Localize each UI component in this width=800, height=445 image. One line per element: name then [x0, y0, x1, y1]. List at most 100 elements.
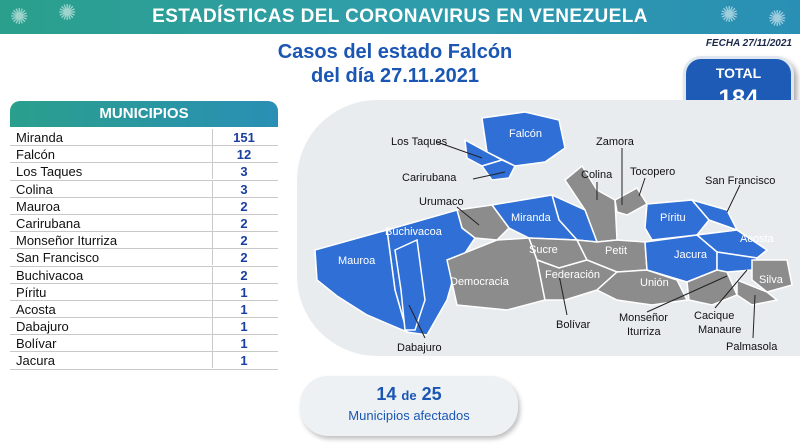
column-divider [212, 180, 213, 197]
municipio-cases: 1 [240, 353, 248, 369]
map-label-palmasola: Palmasola [726, 341, 778, 353]
subtitle-line-1: Casos del estado Falcón [277, 41, 513, 63]
municipios-header: MUNICIPIOS [10, 101, 278, 127]
column-divider [212, 266, 213, 283]
map-label-monsenor: Monseñor [619, 312, 668, 324]
map-label-mauroa: Mauroa [338, 255, 376, 267]
municipio-cases: 2 [240, 267, 248, 283]
map-label-silva: Silva [759, 274, 783, 286]
map-label-colina: Colina [581, 169, 613, 181]
municipio-name: Los Taques [16, 164, 83, 180]
map-region-monsenor-iturriza [716, 251, 759, 273]
column-divider [212, 197, 213, 214]
affected-municipios-badge: 14 de 25 Municipios afectados [300, 376, 518, 436]
map-region-palmasola [736, 278, 779, 306]
municipio-name: Mauroa [16, 198, 61, 214]
map-label-buchivacoa: Buchivacoa [385, 226, 442, 238]
total-label: TOTAL [715, 65, 762, 81]
table-row: Jacura 1 [10, 352, 278, 370]
subtitle-line-2: del día 27.11.2021 [311, 65, 479, 87]
leader-line [638, 177, 646, 197]
map-label-piritu: Píritu [660, 212, 686, 224]
municipio-name: Dabajuro [16, 319, 69, 335]
map-label-sucre: Sucre [529, 244, 558, 256]
municipio-name: San Francisco [16, 250, 100, 266]
table-row: Acosta 1 [10, 300, 278, 319]
municipio-name: Buchivacoa [16, 267, 84, 283]
leader-line [726, 184, 741, 213]
map-label-manaure: Manaure [698, 324, 742, 336]
table-row: Píritu 1 [10, 283, 278, 301]
map-label-federacion: Federación [545, 269, 601, 281]
table-row: Carirubana 2 [10, 214, 278, 233]
table-row: San Francisco 2 [10, 249, 278, 267]
municipio-cases: 1 [240, 319, 248, 335]
virus-icon: ✺ [58, 0, 77, 25]
leader-line [408, 304, 426, 339]
subtitle: Casos del estado Falcón del día 27.11.20… [230, 40, 560, 88]
map-label-cacique: Cacique [694, 310, 735, 322]
municipio-cases: 2 [240, 215, 248, 231]
leader-line [714, 269, 748, 309]
leader-line [558, 274, 568, 316]
virus-icon: ✺ [10, 4, 29, 29]
affected-label: Municipios afectados [348, 408, 470, 423]
column-divider [212, 163, 213, 180]
column-divider [212, 352, 213, 369]
map-label-tocopero: Tocopero [630, 166, 676, 178]
municipio-cases: 12 [236, 147, 252, 163]
column-divider [212, 214, 213, 231]
column-divider [212, 249, 213, 266]
table-row: Bolívar 1 [10, 335, 278, 353]
map-label-san-francisco: San Francisco [705, 175, 776, 187]
map-label-carirubana: Carirubana [402, 172, 457, 184]
virus-icon: ✺ [768, 6, 787, 31]
map-label-los-taques: Los Taques [391, 136, 448, 148]
map-label-democracia: Democracia [450, 276, 509, 288]
municipio-name: Monseñor Iturriza [16, 233, 118, 249]
map-region-mauroa [314, 229, 409, 334]
table-row: Miranda 151 [10, 129, 278, 147]
affected-count-value: 14 [376, 384, 397, 404]
leader-line [456, 206, 480, 226]
municipio-name: Carirubana [16, 215, 81, 231]
municipios-header-label: MUNICIPIOS [99, 105, 189, 122]
leader-line [436, 141, 483, 159]
affected-count-total: 25 [421, 384, 442, 404]
table-row: Buchivacoa 2 [10, 266, 278, 284]
map-label-miranda: Miranda [511, 212, 551, 224]
map-label-iturriza: Iturriza [627, 326, 661, 338]
column-divider [212, 232, 213, 249]
leader-line [752, 294, 756, 339]
page-title: ESTADÍSTICAS DEL CORONAVIRUS EN VENEZUEL… [152, 6, 648, 27]
column-divider [212, 283, 213, 300]
map-region-silva [751, 259, 793, 293]
municipio-cases: 1 [240, 301, 248, 317]
municipio-cases: 1 [240, 336, 248, 352]
municipio-name: Colina [16, 181, 53, 197]
table-row: Falcón 12 [10, 146, 278, 164]
map-label-urumaco: Urumaco [419, 196, 464, 208]
falcon-map [314, 111, 793, 339]
leader-line [646, 275, 728, 313]
map-label-falcon: Falcón [509, 128, 543, 140]
municipio-name: Miranda [16, 130, 63, 145]
column-divider [212, 129, 213, 145]
map-region-acosta [695, 229, 769, 259]
municipio-name: Jacura [16, 353, 56, 369]
map-label-jacura: Jacura [674, 249, 708, 261]
table-row: Mauroa 2 [10, 197, 278, 215]
affected-count-de: de [401, 388, 417, 403]
municipio-cases: 151 [233, 130, 255, 145]
municipio-cases: 2 [240, 198, 248, 214]
date-label: FECHA 27/11/2021 [705, 38, 792, 49]
table-row: Monseñor Iturriza 2 [10, 232, 278, 250]
map-label-bolivar: Bolívar [556, 319, 591, 331]
municipio-cases: 3 [240, 181, 248, 197]
municipio-name: Falcón [16, 147, 56, 163]
table-row: Los Taques 3 [10, 163, 278, 181]
affected-count: 14 de 25 [300, 384, 518, 405]
map-label-dabajuro: Dabajuro [397, 342, 442, 354]
header-banner: ✺ ✺ ✺ ✺ ESTADÍSTICAS DEL CORONAVIRUS EN … [0, 0, 800, 34]
table-row: Colina 3 [10, 180, 278, 198]
